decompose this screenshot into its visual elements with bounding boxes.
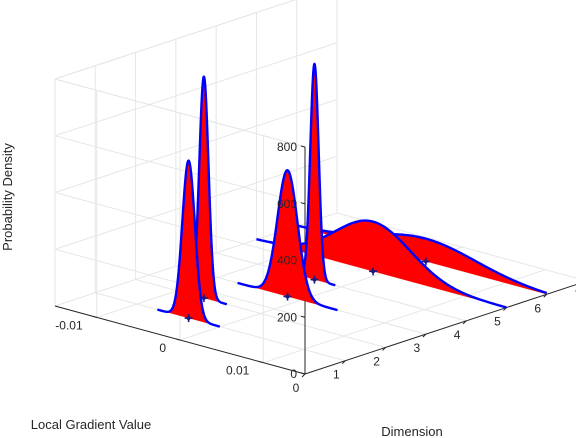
density-fill <box>180 76 227 305</box>
y-tick <box>259 361 264 364</box>
gridline-z <box>54 0 297 80</box>
z-tick-label: 0 <box>290 367 297 381</box>
z-tick-label: 600 <box>277 197 297 211</box>
y-tick-label: 0.01 <box>226 364 250 378</box>
z-tick <box>300 202 306 205</box>
x-tick <box>422 333 427 338</box>
gridline-z <box>54 42 338 137</box>
label-layer: 0 1 2 3 4 5 6 7 -0.01 0 0.01 0 200 400 600 800 Dimension… <box>0 140 576 438</box>
density-fill <box>293 63 336 286</box>
z-tick-label: 400 <box>277 254 297 268</box>
y-axis-title: Local Gradient Value <box>31 417 151 432</box>
y-tick-label: -0.01 <box>55 318 83 332</box>
x-axis-title: Dimension <box>381 424 442 438</box>
z-axis-title: Probability Density <box>0 143 15 251</box>
x-tick <box>543 293 548 298</box>
x-tick-label: 0 <box>293 381 300 395</box>
mean-marker-dot <box>201 296 206 301</box>
density-fill <box>237 170 338 311</box>
gridline-y <box>263 269 546 364</box>
x-axis-line <box>304 284 576 375</box>
mean-marker-dot <box>285 294 290 299</box>
x-tick-label: 6 <box>534 301 541 315</box>
y-tick-label: 0 <box>159 341 166 355</box>
y-tick <box>175 338 181 341</box>
z-tick-label: 200 <box>277 310 297 324</box>
density-curve <box>156 159 221 328</box>
density-curve <box>236 169 339 312</box>
series-layer <box>156 62 548 328</box>
density-fill <box>157 160 220 327</box>
z-tick <box>300 372 306 375</box>
x-tick-label: 5 <box>494 315 501 329</box>
mean-marker-dot <box>423 259 428 264</box>
x-tick-label: 4 <box>454 328 461 342</box>
y-tick <box>92 315 97 318</box>
z-tick <box>300 145 306 148</box>
x-tick-label: 2 <box>373 354 380 368</box>
mean-marker-dot <box>371 269 376 274</box>
x-tick <box>341 360 346 365</box>
z-tick-label: 800 <box>277 140 297 154</box>
mean-marker-dot <box>186 316 191 321</box>
x-tick-label: 3 <box>414 341 421 355</box>
z-tick <box>300 315 306 318</box>
mean-marker-dot <box>312 277 317 282</box>
x-tick-label: 1 <box>333 368 340 382</box>
x-tick-label: 7 <box>575 288 576 302</box>
x-tick <box>301 373 306 378</box>
gridline-z <box>54 99 338 193</box>
x-tick <box>382 347 386 351</box>
x-tick <box>462 320 467 325</box>
gridline-z <box>54 135 306 205</box>
box-edge <box>54 0 297 80</box>
gridline-z <box>54 192 306 261</box>
box-edge <box>54 78 306 148</box>
